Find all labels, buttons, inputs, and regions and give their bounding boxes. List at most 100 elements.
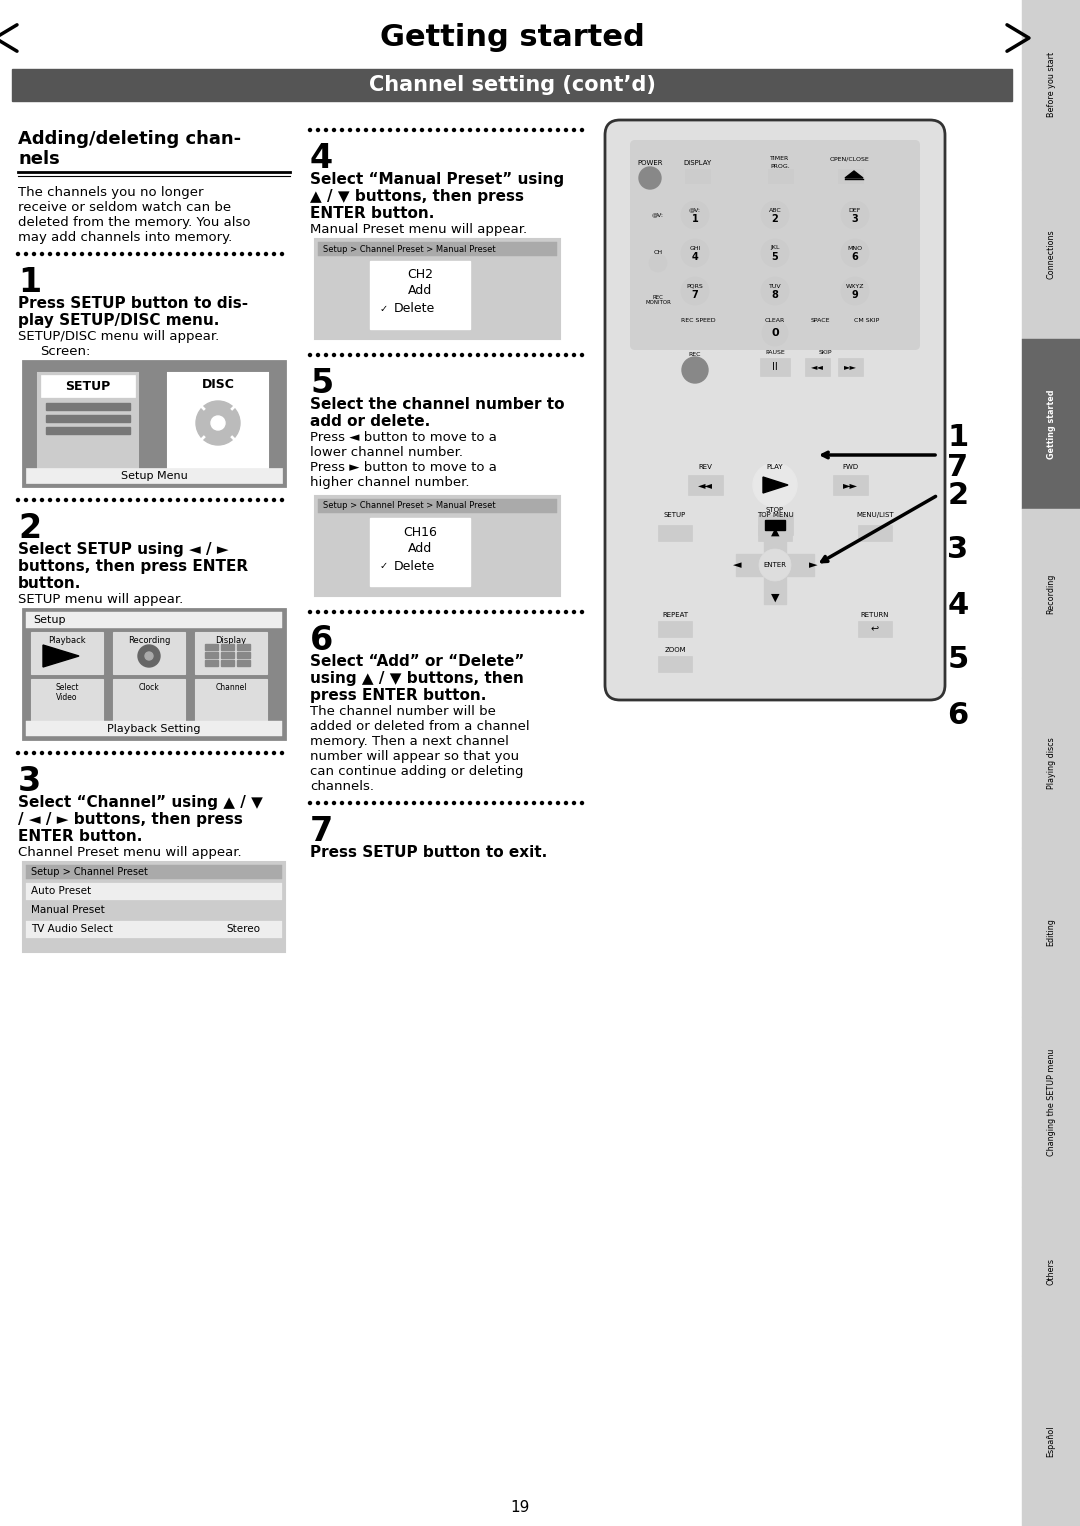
- Bar: [1022, 508, 1080, 678]
- Text: Español: Español: [1047, 1425, 1055, 1457]
- Circle shape: [476, 801, 480, 804]
- Text: MNO: MNO: [848, 246, 863, 250]
- Bar: [237, 652, 249, 658]
- Circle shape: [65, 751, 67, 754]
- Circle shape: [500, 128, 503, 131]
- Circle shape: [333, 128, 336, 131]
- Circle shape: [112, 252, 116, 255]
- Circle shape: [429, 801, 432, 804]
- Bar: [1022, 0, 1080, 169]
- Bar: [26, 612, 282, 629]
- Bar: [205, 661, 218, 665]
- Circle shape: [492, 801, 496, 804]
- Text: SETUP: SETUP: [664, 513, 686, 517]
- Bar: [1022, 678, 1080, 848]
- Bar: [768, 169, 793, 183]
- Circle shape: [476, 610, 480, 613]
- Text: Select the channel number to: Select the channel number to: [310, 397, 565, 412]
- Circle shape: [373, 610, 376, 613]
- Circle shape: [340, 128, 343, 131]
- Text: Channel setting (cont’d): Channel setting (cont’d): [368, 75, 656, 95]
- Bar: [858, 621, 892, 636]
- Circle shape: [41, 751, 43, 754]
- Circle shape: [469, 128, 472, 131]
- Circle shape: [469, 354, 472, 357]
- Circle shape: [232, 499, 235, 502]
- Circle shape: [681, 240, 708, 267]
- Bar: [1022, 1187, 1080, 1357]
- Circle shape: [272, 499, 275, 502]
- Text: Delete: Delete: [394, 302, 435, 316]
- Text: CH16: CH16: [403, 525, 437, 539]
- Text: ◄◄: ◄◄: [698, 481, 713, 490]
- Circle shape: [152, 499, 156, 502]
- Bar: [858, 525, 892, 542]
- Text: Select “Channel” using ▲ / ▼: Select “Channel” using ▲ / ▼: [18, 795, 262, 810]
- Circle shape: [581, 801, 583, 804]
- Text: Press SETUP button to exit.: Press SETUP button to exit.: [310, 845, 548, 861]
- Circle shape: [281, 252, 283, 255]
- Text: @V:: @V:: [689, 208, 701, 212]
- Circle shape: [121, 499, 123, 502]
- Circle shape: [185, 499, 188, 502]
- Text: button.: button.: [18, 575, 81, 591]
- Bar: [41, 375, 135, 397]
- Circle shape: [549, 354, 552, 357]
- Circle shape: [565, 610, 567, 613]
- Circle shape: [96, 751, 99, 754]
- Polygon shape: [762, 478, 788, 493]
- Circle shape: [649, 253, 667, 272]
- Text: 6: 6: [310, 624, 334, 658]
- Text: DEF: DEF: [849, 208, 861, 212]
- Circle shape: [333, 801, 336, 804]
- Circle shape: [581, 354, 583, 357]
- Circle shape: [460, 354, 463, 357]
- Circle shape: [349, 801, 351, 804]
- Circle shape: [761, 240, 789, 267]
- Circle shape: [413, 610, 416, 613]
- Text: OPEN/CLOSE: OPEN/CLOSE: [831, 157, 869, 162]
- Text: ENTER button.: ENTER button.: [310, 206, 434, 221]
- Circle shape: [232, 252, 235, 255]
- Text: REC: REC: [689, 353, 701, 357]
- Circle shape: [309, 610, 311, 613]
- Circle shape: [281, 499, 283, 502]
- Circle shape: [324, 128, 327, 131]
- Circle shape: [192, 751, 195, 754]
- Circle shape: [556, 128, 559, 131]
- Circle shape: [49, 751, 52, 754]
- Bar: [205, 652, 218, 658]
- Circle shape: [309, 354, 311, 357]
- Circle shape: [316, 801, 320, 804]
- Circle shape: [516, 801, 519, 804]
- Bar: [370, 517, 470, 586]
- Circle shape: [349, 128, 351, 131]
- Circle shape: [201, 751, 203, 754]
- Circle shape: [49, 252, 52, 255]
- Circle shape: [516, 610, 519, 613]
- Polygon shape: [845, 171, 863, 179]
- Circle shape: [389, 801, 391, 804]
- Text: II: II: [772, 362, 778, 372]
- Circle shape: [324, 354, 327, 357]
- Circle shape: [405, 128, 407, 131]
- Circle shape: [208, 751, 212, 754]
- Text: CH: CH: [653, 250, 662, 255]
- Circle shape: [389, 354, 391, 357]
- Text: Stereo: Stereo: [226, 925, 260, 934]
- Bar: [12, 69, 1012, 101]
- Circle shape: [565, 801, 567, 804]
- Bar: [31, 679, 103, 720]
- Text: / ◄ / ► buttons, then press: / ◄ / ► buttons, then press: [18, 812, 243, 827]
- Text: 3: 3: [947, 536, 969, 565]
- Text: Auto Preset: Auto Preset: [31, 887, 91, 896]
- Circle shape: [373, 128, 376, 131]
- Bar: [838, 169, 863, 183]
- Circle shape: [161, 751, 163, 754]
- Circle shape: [639, 166, 661, 189]
- Circle shape: [429, 128, 432, 131]
- Text: ◄: ◄: [732, 560, 741, 571]
- Circle shape: [532, 128, 536, 131]
- Text: higher channel number.: higher channel number.: [310, 476, 470, 488]
- Text: Manual Preset: Manual Preset: [31, 905, 105, 916]
